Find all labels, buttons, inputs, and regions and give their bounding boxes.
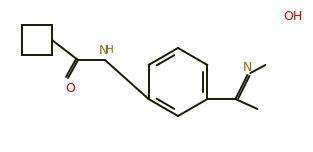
Text: N: N <box>99 43 108 57</box>
Text: OH: OH <box>283 9 302 22</box>
Text: H: H <box>106 45 114 55</box>
Text: O: O <box>65 81 75 95</box>
Text: N: N <box>243 61 252 74</box>
